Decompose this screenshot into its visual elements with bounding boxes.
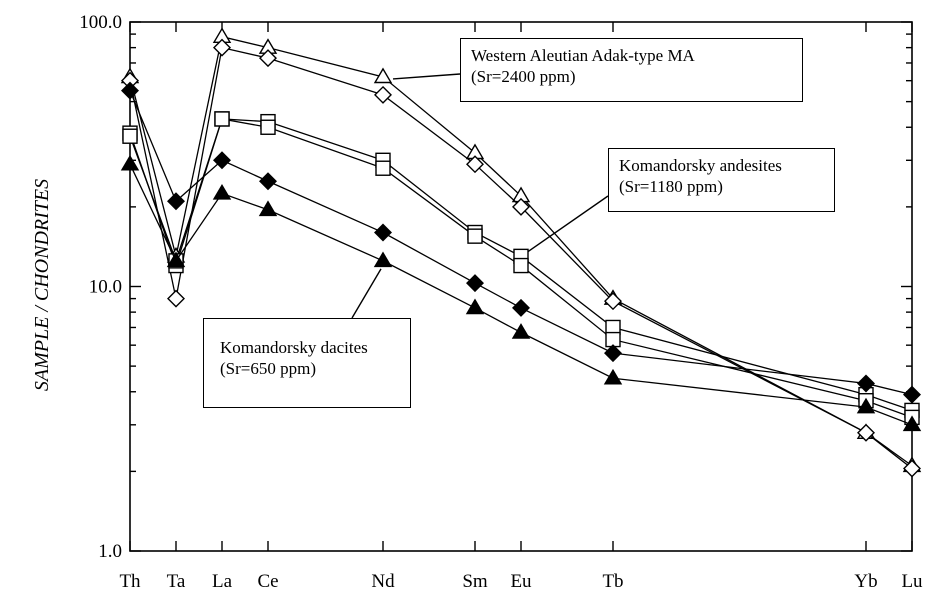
- series-group: [121, 81, 921, 404]
- annotation-line: (Sr=650 ppm): [220, 359, 316, 378]
- data-point: [466, 155, 484, 174]
- series-line: [129, 163, 913, 426]
- data-point: [258, 200, 278, 217]
- plot-axes: 1.0 10.0 100.0 Th Ta La Ce Nd Sm Eu Tb Yb Lu: [79, 12, 923, 592]
- y-axis-label: SAMPLE / CHONDRITES: [31, 179, 53, 391]
- x-tick-label: Th: [119, 571, 141, 592]
- data-point: [259, 49, 277, 68]
- annotation-western-aleutian: Western Aleutian Adak-type MA (Sr=2400 p…: [460, 38, 803, 102]
- x-tick-label: Nd: [371, 571, 395, 592]
- x-tick-label: Yb: [854, 571, 877, 592]
- data-point: [166, 251, 186, 268]
- data-point: [466, 274, 484, 293]
- data-point: [512, 197, 530, 216]
- x-tick-label: Eu: [510, 571, 532, 592]
- y-tick-label: 100.0: [79, 12, 122, 33]
- data-point: [903, 385, 921, 404]
- data-point: [213, 151, 231, 170]
- data-point: [465, 298, 485, 315]
- x-tick-label: Sm: [462, 571, 488, 592]
- data-point: [122, 128, 138, 144]
- data-point: [374, 223, 392, 242]
- data-point: [375, 160, 391, 176]
- data-point: [902, 415, 922, 432]
- data-point: [373, 251, 393, 268]
- annotation-leader-line: [526, 195, 609, 253]
- data-point: [857, 374, 875, 393]
- x-tick-label: Tb: [602, 571, 623, 592]
- data-point: [512, 298, 530, 317]
- data-point: [121, 81, 139, 100]
- data-point: [374, 85, 392, 104]
- data-point: [120, 154, 140, 171]
- annotation-line: (Sr=2400 ppm): [471, 67, 576, 86]
- annotation-leader-line: [392, 73, 461, 80]
- y-tick-label: 1.0: [98, 541, 122, 562]
- series-group: [120, 154, 922, 432]
- x-tick-label: Ce: [257, 571, 278, 592]
- data-point: [903, 459, 921, 478]
- series-line: [129, 118, 913, 412]
- annotation-leaders: [351, 73, 609, 319]
- data-point: [213, 38, 231, 57]
- x-tick-label: La: [212, 571, 233, 592]
- data-point: [511, 323, 531, 339]
- data-point: [212, 183, 232, 200]
- annotation-komandorsky-dacites: Komandorsky dacites (Sr=650 ppm): [203, 318, 411, 408]
- series-line: [129, 118, 913, 418]
- annotation-line: Komandorsky dacites: [220, 338, 368, 357]
- data-point: [604, 344, 622, 363]
- series-layer: [120, 27, 922, 478]
- series-line: [129, 35, 913, 467]
- data-point: [259, 172, 277, 191]
- data-point: [604, 292, 622, 311]
- series-group: [121, 38, 921, 478]
- data-point: [603, 368, 623, 385]
- data-point: [856, 397, 876, 414]
- data-point: [467, 228, 483, 244]
- x-tick-label: Ta: [167, 571, 186, 592]
- data-point: [167, 192, 185, 211]
- annotation-line: Komandorsky andesites: [619, 156, 782, 175]
- data-point: [513, 257, 529, 274]
- data-point: [167, 289, 185, 308]
- annotation-leader-line: [351, 268, 382, 319]
- annotation-line: (Sr=1180 ppm): [619, 177, 723, 196]
- series-line: [129, 90, 913, 396]
- x-tick-label: Lu: [901, 571, 923, 592]
- data-point: [857, 423, 875, 442]
- data-point: [214, 111, 230, 127]
- annotation-line: Western Aleutian Adak-type MA: [471, 46, 695, 65]
- series-line: [129, 46, 913, 470]
- data-point: [373, 67, 393, 84]
- annotation-komandorsky-andesites: Komandorsky andesites (Sr=1180 ppm): [608, 148, 835, 212]
- data-point: [260, 119, 276, 135]
- y-tick-label: 10.0: [89, 277, 122, 298]
